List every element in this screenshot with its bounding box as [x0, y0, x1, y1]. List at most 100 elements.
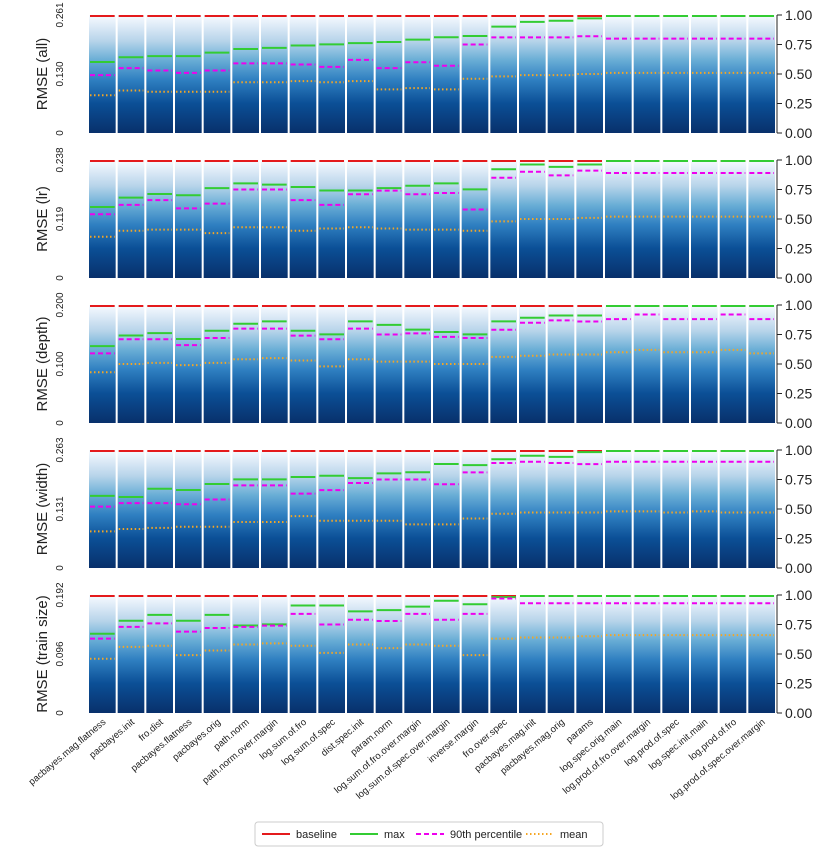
bar-4-21 [691, 595, 718, 713]
bar-3-20 [662, 450, 689, 568]
bar-3-13 [461, 450, 489, 568]
bar-4-16 [547, 595, 575, 713]
right-tick-label-2-3: 0.75 [785, 327, 812, 343]
bar-0-10 [375, 15, 403, 133]
left-tick-label-3-0: 0 [55, 565, 66, 571]
bar-0-2 [146, 15, 173, 133]
bar-2-17 [576, 305, 603, 423]
bar-1-14 [490, 160, 517, 278]
left-tick-label-4-2: 0.192 [55, 582, 66, 607]
right-tick-label-4-3: 0.75 [785, 617, 812, 633]
bar-1-13 [461, 160, 489, 278]
y-axis-label-4: RMSE (train size) [34, 595, 51, 713]
right-tick-label-3-3: 0.75 [785, 472, 812, 488]
bar-3-4 [203, 450, 231, 568]
panel-3: 0.00 0.25 0.50 0.75 1.00 0 0.131 0.263 RMSE (wid… [34, 437, 812, 576]
bar-1-19 [633, 160, 661, 278]
bar-3-11 [404, 450, 431, 568]
left-tick-label-1-1: 0.119 [55, 206, 66, 231]
bar-3-9 [347, 450, 374, 568]
right-tick-label-2-4: 1.00 [785, 297, 812, 313]
bar-1-10 [375, 160, 403, 278]
right-tick-label-4-1: 0.25 [785, 676, 812, 692]
bar-3-1 [117, 450, 145, 568]
right-tick-label-1-2: 0.50 [785, 211, 812, 227]
bar-2-0 [89, 305, 116, 423]
left-tick-label-2-0: 0 [55, 420, 66, 426]
bar-1-7 [289, 160, 317, 278]
right-tick-label-0-4: 1.00 [785, 7, 812, 23]
bar-0-6 [261, 15, 288, 133]
bar-4-9 [347, 595, 374, 713]
left-tick-label-1-0: 0 [55, 275, 66, 281]
bar-4-19 [633, 595, 661, 713]
left-tick-label-4-0: 0 [55, 710, 66, 716]
bar-3-23 [748, 450, 775, 568]
left-tick-label-2-1: 0.100 [55, 351, 66, 376]
bar-4-0 [89, 595, 116, 713]
bar-3-17 [576, 450, 603, 568]
right-tick-label-3-0: 0.00 [785, 560, 812, 576]
left-tick-label-1-2: 0.238 [55, 147, 66, 172]
bar-1-2 [146, 160, 173, 278]
bar-2-18 [605, 305, 632, 423]
bar-0-3 [175, 15, 202, 133]
bar-2-14 [490, 305, 517, 423]
bar-3-18 [605, 450, 632, 568]
bar-0-13 [461, 15, 489, 133]
bar-2-7 [289, 305, 317, 423]
legend-label-1: max [384, 829, 405, 841]
bar-0-15 [519, 15, 546, 133]
bar-4-15 [519, 595, 546, 713]
bar-1-6 [261, 160, 288, 278]
right-tick-label-2-2: 0.50 [785, 356, 812, 372]
bar-2-11 [404, 305, 431, 423]
bar-2-21 [691, 305, 718, 423]
legend-label-3: mean [560, 829, 588, 841]
bar-3-15 [519, 450, 546, 568]
bar-1-5 [232, 160, 259, 278]
bar-1-4 [203, 160, 231, 278]
bar-4-4 [203, 595, 231, 713]
bar-0-14 [490, 15, 517, 133]
bar-3-5 [232, 450, 259, 568]
bar-0-1 [117, 15, 145, 133]
bar-3-0 [89, 450, 116, 568]
bar-3-8 [318, 450, 345, 568]
panel-1: 0.00 0.25 0.50 0.75 1.00 0 0.119 0.238 RMSE (lr) [34, 147, 812, 286]
left-tick-label-0-1: 0.130 [55, 61, 66, 86]
right-tick-label-1-1: 0.25 [785, 241, 812, 257]
bar-0-22 [719, 15, 747, 133]
bar-4-5 [232, 595, 259, 713]
bar-2-3 [175, 305, 202, 423]
bar-4-13 [461, 595, 489, 713]
right-tick-label-4-4: 1.00 [785, 587, 812, 603]
bar-0-4 [203, 15, 231, 133]
bar-1-18 [605, 160, 632, 278]
bar-4-22 [719, 595, 747, 713]
panel-4: 0.00 0.25 0.50 0.75 1.00 0 0.096 0.192 RMSE (tra… [34, 582, 812, 721]
left-tick-label-2-2: 0.200 [55, 292, 66, 317]
right-tick-label-2-0: 0.00 [785, 415, 812, 431]
panel-0: 0.00 0.25 0.50 0.75 1.00 0 0.130 0.261 RMSE (all… [34, 2, 812, 141]
bar-1-22 [719, 160, 747, 278]
right-tick-label-0-3: 0.75 [785, 37, 812, 53]
panels-layer: 0.00 0.25 0.50 0.75 1.00 0 0.130 0.261 RMSE (all… [34, 2, 812, 721]
bar-1-0 [89, 160, 116, 278]
right-tick-label-3-1: 0.25 [785, 531, 812, 547]
bar-0-19 [633, 15, 661, 133]
bar-2-6 [261, 305, 288, 423]
bar-2-15 [519, 305, 546, 423]
right-tick-label-1-0: 0.00 [785, 270, 812, 286]
bar-4-23 [748, 595, 775, 713]
right-tick-label-3-4: 1.00 [785, 442, 812, 458]
bar-0-11 [404, 15, 431, 133]
bar-3-19 [633, 450, 661, 568]
right-tick-label-1-3: 0.75 [785, 182, 812, 198]
bar-2-8 [318, 305, 345, 423]
bar-0-16 [547, 15, 575, 133]
bar-0-21 [691, 15, 718, 133]
bar-2-10 [375, 305, 403, 423]
bar-0-9 [347, 15, 374, 133]
